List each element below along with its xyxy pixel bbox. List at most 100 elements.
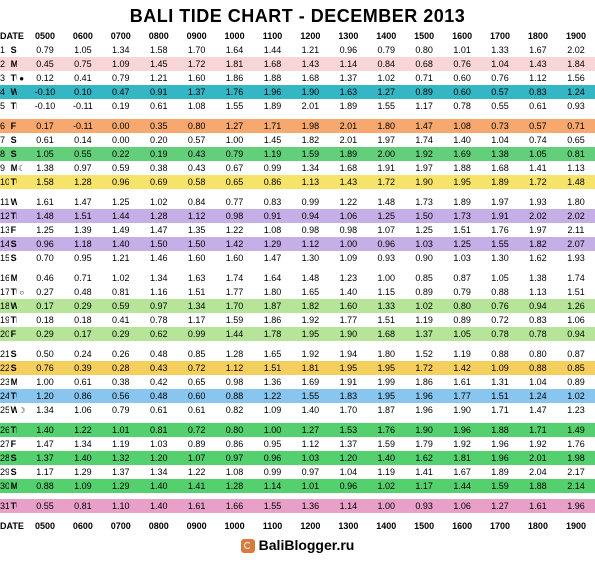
tide-value: 0.81 <box>557 147 595 161</box>
tide-value: 1.40 <box>291 403 329 417</box>
tide-value: 1.96 <box>557 499 595 513</box>
tide-value: 0.91 <box>254 209 292 223</box>
tide-value: 0.79 <box>102 403 140 417</box>
tide-value: 1.97 <box>367 133 405 147</box>
table-row: 18W0.170.290.590.971.341.701.871.821.601… <box>0 299 595 313</box>
col-date: DATE <box>0 29 26 43</box>
day-of-week: SU <box>9 465 18 479</box>
tide-value: 1.80 <box>254 285 292 299</box>
tide-value: 1.06 <box>443 499 481 513</box>
tide-value: 0.76 <box>481 71 519 85</box>
tide-value: 0.24 <box>64 347 102 361</box>
tide-value: 0.98 <box>291 223 329 237</box>
tide-value: 1.55 <box>254 499 292 513</box>
tide-value: 1.74 <box>405 133 443 147</box>
tide-value: 1.02 <box>140 195 178 209</box>
col-hour: 1400 <box>367 519 405 533</box>
day-number: 25 <box>0 403 9 417</box>
tide-value: 1.92 <box>405 147 443 161</box>
tide-value: 1.60 <box>178 71 216 85</box>
tide-value: 1.29 <box>64 465 102 479</box>
table-row: 15SU0.700.951.211.461.601.601.471.301.09… <box>0 251 595 265</box>
tide-value: 0.19 <box>102 99 140 113</box>
tide-value: 0.17 <box>64 327 102 341</box>
tide-value: 1.89 <box>443 195 481 209</box>
tide-value: 0.60 <box>443 85 481 99</box>
tide-value: 0.55 <box>481 99 519 113</box>
tide-value: 0.18 <box>26 313 64 327</box>
tide-value: 0.86 <box>254 175 292 189</box>
tide-value: 0.61 <box>178 403 216 417</box>
tide-value: 1.72 <box>178 57 216 71</box>
tide-value: 1.91 <box>481 209 519 223</box>
tide-value: 0.10 <box>64 85 102 99</box>
footer-text: BaliBlogger.ru <box>259 537 355 553</box>
moon-phase-icon <box>17 57 26 71</box>
day-number: 21 <box>0 347 9 361</box>
tide-value: 0.86 <box>216 437 254 451</box>
tide-value: 1.74 <box>216 271 254 285</box>
tide-value: 1.50 <box>140 237 178 251</box>
tide-value: 1.73 <box>405 195 443 209</box>
tide-value: 0.62 <box>140 327 178 341</box>
tide-value: 0.98 <box>216 209 254 223</box>
tide-value: 0.28 <box>102 361 140 375</box>
tide-value: 1.97 <box>405 161 443 175</box>
tide-value: 0.42 <box>140 375 178 389</box>
tide-value: 1.93 <box>557 251 595 265</box>
tide-value: 1.20 <box>329 451 367 465</box>
tide-value: 1.39 <box>64 223 102 237</box>
tide-value: 1.18 <box>64 237 102 251</box>
tide-value: 1.34 <box>64 437 102 451</box>
tide-value: 1.03 <box>443 251 481 265</box>
col-date: DATE <box>0 519 26 533</box>
tide-value: 1.14 <box>329 499 367 513</box>
tide-value: 1.88 <box>519 479 557 493</box>
moon-phase-icon <box>17 299 26 313</box>
tide-value: 0.88 <box>481 347 519 361</box>
tide-value: 0.83 <box>519 85 557 99</box>
tide-value: 0.38 <box>102 375 140 389</box>
tide-value: 1.03 <box>405 237 443 251</box>
col-hour: 0600 <box>64 29 102 43</box>
chart-title: BALI TIDE CHART - DECEMBER 2013 <box>0 6 595 27</box>
tide-value: 0.74 <box>519 133 557 147</box>
tide-value: 1.34 <box>140 271 178 285</box>
tide-value: 0.55 <box>64 147 102 161</box>
tide-value: 1.76 <box>557 437 595 451</box>
moon-phase-icon <box>17 313 26 327</box>
tide-value: 1.61 <box>26 195 64 209</box>
tide-value: 1.03 <box>291 451 329 465</box>
tide-value: 0.12 <box>26 71 64 85</box>
tide-value: 0.29 <box>64 299 102 313</box>
tide-value: 0.58 <box>178 175 216 189</box>
tide-value: 1.60 <box>178 251 216 265</box>
tide-value: 1.58 <box>140 43 178 57</box>
tide-value: 1.00 <box>367 271 405 285</box>
tide-value: 0.89 <box>443 313 481 327</box>
tide-value: 0.77 <box>216 195 254 209</box>
tide-value: 1.40 <box>443 133 481 147</box>
tide-value: 1.34 <box>140 465 178 479</box>
tide-value: 1.35 <box>178 223 216 237</box>
day-number: 15 <box>0 251 9 265</box>
tide-value: 1.00 <box>367 499 405 513</box>
tide-value: 1.28 <box>140 209 178 223</box>
tide-value: 1.68 <box>329 161 367 175</box>
tide-value: 1.02 <box>405 299 443 313</box>
tide-value: 1.00 <box>254 423 292 437</box>
tide-value: 1.90 <box>405 175 443 189</box>
tide-value: 1.25 <box>405 223 443 237</box>
col-hour: 1500 <box>405 29 443 43</box>
day-of-week: SA <box>9 451 18 465</box>
tide-value: 1.09 <box>481 361 519 375</box>
tide-value: 0.83 <box>254 195 292 209</box>
tide-value: 1.96 <box>443 423 481 437</box>
tide-value: 0.17 <box>26 299 64 313</box>
table-row: 14SA0.961.181.401.501.501.421.291.121.00… <box>0 237 595 251</box>
tide-value: 1.13 <box>291 175 329 189</box>
tide-value: 1.65 <box>291 285 329 299</box>
tide-value: 1.67 <box>443 465 481 479</box>
tide-value: 0.57 <box>481 85 519 99</box>
tide-value: 1.04 <box>329 465 367 479</box>
